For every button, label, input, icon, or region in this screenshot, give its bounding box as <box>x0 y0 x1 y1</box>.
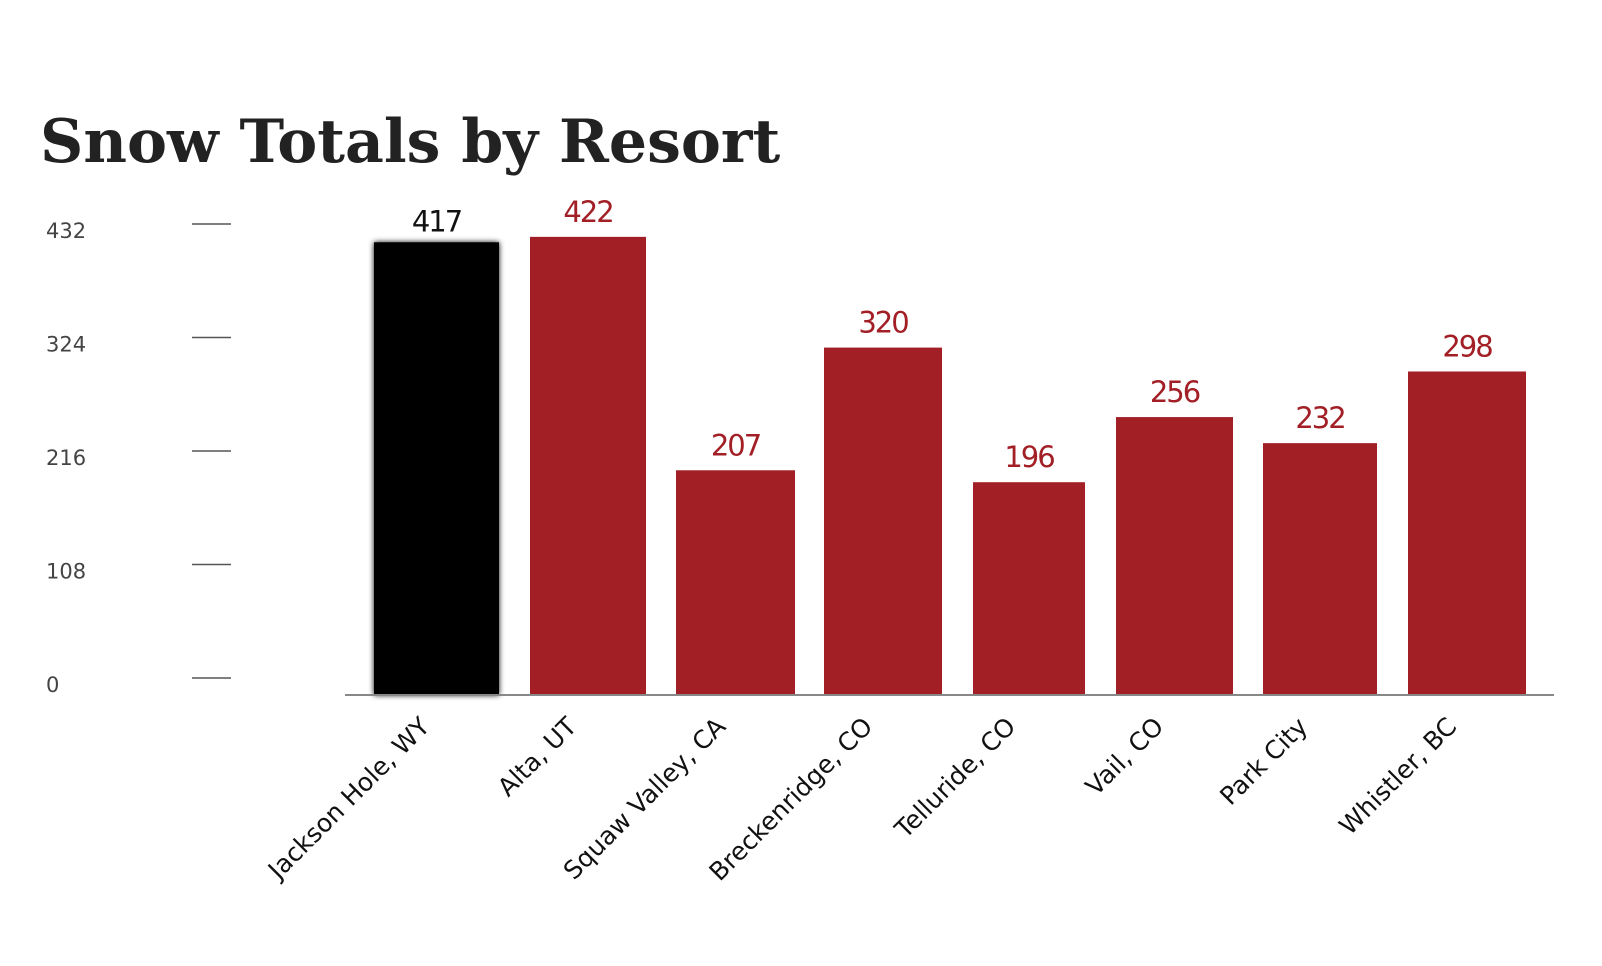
y-axis: 0 108 216 324 432 <box>46 219 231 697</box>
bar <box>676 470 795 695</box>
bar <box>1116 417 1233 695</box>
bar-value-label: 320 <box>858 306 908 340</box>
bar <box>1263 443 1377 695</box>
y-tick-label: 216 <box>46 446 86 470</box>
y-tick-label: 432 <box>46 219 86 243</box>
bar-value-label: 422 <box>563 195 612 229</box>
bar <box>824 347 942 695</box>
x-tick-label: Park City <box>1214 712 1313 811</box>
y-tick-label: 324 <box>46 333 86 357</box>
x-tick-label: Jackson Hole, WY <box>261 711 436 886</box>
x-tick-label: Alta, UT <box>492 711 583 802</box>
x-tick-label: Squaw Valley, CA <box>558 712 731 885</box>
bar-value-label: 417 <box>412 204 461 238</box>
bar <box>1408 371 1526 695</box>
bar-value-label: 256 <box>1150 375 1200 409</box>
bar <box>530 236 646 695</box>
bar-value-label: 232 <box>1295 401 1344 435</box>
bar-value-label: 207 <box>711 428 760 462</box>
chart-title: Snow Totals by Resort <box>40 107 781 177</box>
bar-value-label: 196 <box>1004 440 1054 474</box>
x-tick-label: Telluride, CO <box>889 712 1022 845</box>
y-tick-label: 108 <box>46 560 86 584</box>
x-tick-label: Whistler, BC <box>1334 712 1463 841</box>
bar <box>973 482 1085 695</box>
y-tick-label: 0 <box>46 673 59 697</box>
bars <box>374 236 1526 695</box>
bar-labels: 417 422 207 320 196 256 232 298 <box>412 195 1494 474</box>
x-tick-label: Breckenridge, CO <box>703 712 878 887</box>
bar-highlighted <box>374 242 499 695</box>
bar-value-label: 298 <box>1442 329 1492 363</box>
x-tick-label: Vail, CO <box>1080 712 1169 801</box>
